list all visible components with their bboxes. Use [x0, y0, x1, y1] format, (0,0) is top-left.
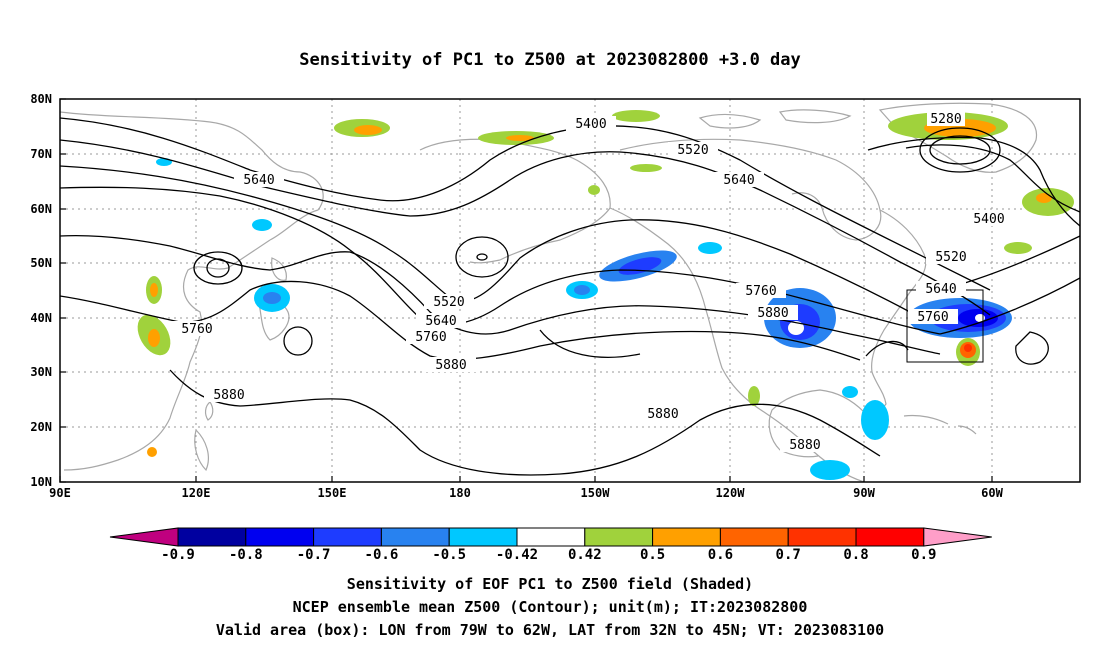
colorbar-max-triangle	[923, 527, 992, 547]
colorbar-tick-label: -0.8	[229, 547, 263, 563]
axis-ticks	[59, 98, 993, 483]
colorbar-tick-label: -0.7	[297, 547, 331, 563]
svg-text:5760: 5760	[181, 322, 212, 337]
colorbar-tick-label: 0.7	[776, 547, 801, 563]
colorbar-segment	[177, 527, 247, 547]
colorbar-tick-label: -0.42	[496, 547, 538, 563]
plot-frame	[59, 98, 1081, 483]
svg-text:5880: 5880	[789, 438, 820, 453]
colorbar-segment	[448, 527, 518, 547]
svg-text:5760: 5760	[745, 284, 776, 299]
svg-text:60N: 60N	[30, 202, 52, 216]
svg-text:5880: 5880	[647, 407, 678, 422]
svg-text:5520: 5520	[677, 143, 708, 158]
longitude-labels: 90E 120E 150E 180 150W 120W 90W 60W	[49, 486, 1003, 500]
svg-text:5760: 5760	[415, 330, 446, 345]
svg-text:80N: 80N	[30, 92, 52, 106]
svg-text:5880: 5880	[435, 358, 466, 373]
colorbar-min-triangle	[109, 527, 179, 547]
colorbar: -0.9 -0.8 -0.7 -0.6 -0.5 -0.42 0.42 0.5 0.6 0.7 0.…	[109, 527, 992, 563]
colorbar-segment	[787, 527, 857, 547]
svg-text:90E: 90E	[49, 486, 71, 500]
colorbar-tick-label: 0.8	[843, 547, 868, 563]
caption-line-2: NCEP ensemble mean Z500 (Contour); unit(…	[292, 598, 808, 616]
svg-text:150W: 150W	[581, 486, 611, 500]
svg-text:5400: 5400	[575, 117, 606, 132]
map-title: Sensitivity of PC1 to Z500 at 2023082800…	[299, 50, 801, 70]
colorbar-tick-label: 0.5	[640, 547, 665, 563]
colorbar-tick-label: -0.5	[432, 547, 466, 563]
colorbar-segment	[245, 527, 315, 547]
svg-text:5640: 5640	[425, 314, 456, 329]
svg-text:70N: 70N	[30, 147, 52, 161]
colorbar-segment	[719, 527, 789, 547]
svg-text:5520: 5520	[935, 250, 966, 265]
svg-text:40N: 40N	[30, 311, 52, 325]
svg-text:5520: 5520	[433, 295, 464, 310]
svg-text:5400: 5400	[973, 212, 1004, 227]
coastlines	[60, 102, 1038, 482]
colorbar-tick-label: 0.42	[568, 547, 602, 563]
colorbar-tick-label: -0.9	[161, 547, 195, 563]
caption-line-1: Sensitivity of EOF PC1 to Z500 field (Sh…	[346, 575, 754, 593]
svg-text:60W: 60W	[981, 486, 1003, 500]
svg-text:5760: 5760	[917, 310, 948, 325]
colorbar-tick-label: 0.9	[911, 547, 936, 563]
svg-text:5640: 5640	[925, 282, 956, 297]
svg-text:10N: 10N	[30, 475, 52, 489]
colorbar-segment	[652, 527, 721, 547]
colorbar-segment	[584, 527, 654, 547]
svg-text:5280: 5280	[930, 112, 961, 127]
colorbar-tick-label: 0.6	[708, 547, 733, 563]
caption-line-3: Valid area (box): LON from 79W to 62W, L…	[215, 621, 885, 639]
svg-text:150E: 150E	[318, 486, 347, 500]
svg-text:5880: 5880	[213, 388, 244, 403]
colorbar-segment	[380, 527, 450, 547]
svg-text:5640: 5640	[243, 173, 274, 188]
colorbar-segment	[516, 527, 586, 547]
svg-text:30N: 30N	[30, 365, 52, 379]
svg-text:5880: 5880	[757, 306, 788, 321]
colorbar-segment	[313, 527, 382, 547]
svg-text:90W: 90W	[853, 486, 875, 500]
colorbar-tick-label: -0.6	[365, 547, 399, 563]
svg-text:180: 180	[449, 486, 471, 500]
colorbar-segment	[855, 527, 925, 547]
contour-labels: 5280 5400 5400 5520 5520 5520 5640 5640 …	[172, 111, 1014, 453]
svg-text:5640: 5640	[723, 173, 754, 188]
svg-text:20N: 20N	[30, 420, 52, 434]
svg-text:120E: 120E	[182, 486, 211, 500]
svg-text:120W: 120W	[716, 486, 746, 500]
svg-text:50N: 50N	[30, 256, 52, 270]
latitude-labels: 80N 70N 60N 50N 40N 30N 20N 10N	[30, 92, 52, 489]
